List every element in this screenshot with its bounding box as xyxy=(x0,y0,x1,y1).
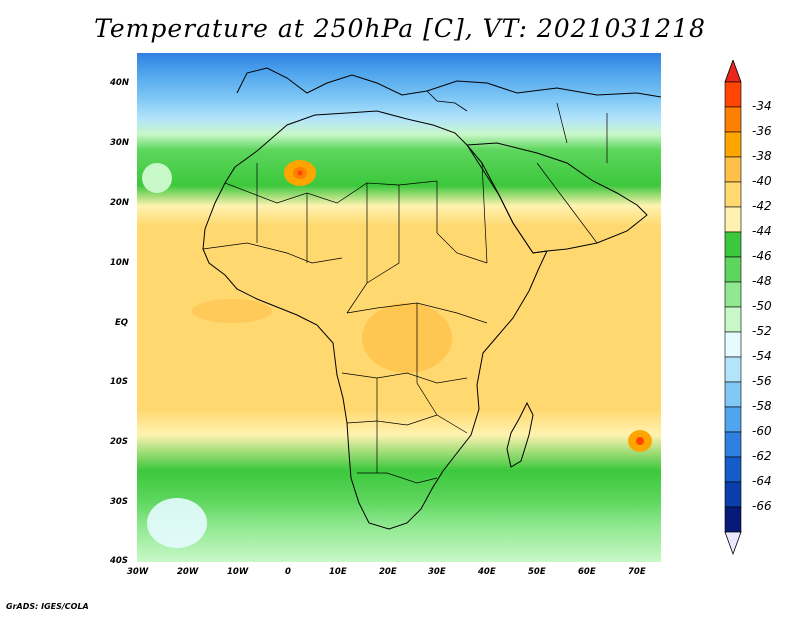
lat-label: 40N xyxy=(110,78,129,88)
lat-label: 20N xyxy=(110,198,129,208)
colorbar-cell xyxy=(724,381,742,408)
colorbar-label: -58 xyxy=(752,399,772,413)
colorbar-label: -48 xyxy=(752,274,772,288)
colorbar-cell xyxy=(724,181,742,208)
colorbar-top-arrow xyxy=(724,60,742,83)
colorbar-label: -56 xyxy=(752,374,772,388)
colorbar-label: -36 xyxy=(752,124,772,138)
lat-label: 10N xyxy=(110,258,129,268)
colorbar-label: -66 xyxy=(752,499,772,513)
colorbar-label: -34 xyxy=(752,99,772,113)
colorbar-label: -64 xyxy=(752,474,772,488)
colorbar-cell xyxy=(724,206,742,233)
arabian-peninsula xyxy=(466,142,648,254)
colorbar-cell xyxy=(724,256,742,283)
lat-label: 10S xyxy=(110,377,128,387)
colorbar-cell xyxy=(724,231,742,258)
colorbar-cell xyxy=(724,281,742,308)
colorbar-label: -46 xyxy=(752,249,772,263)
map-title: Temperature at 250hPa [C], VT: 202103121… xyxy=(94,14,706,43)
colorbar-cell xyxy=(724,481,742,508)
colorbar-label: -40 xyxy=(752,174,772,188)
europe-coast xyxy=(236,67,661,98)
colorbar-cell xyxy=(724,106,742,133)
lon-label: 0 xyxy=(285,567,291,577)
colorbar-label: -44 xyxy=(752,224,772,238)
lon-label: 20W xyxy=(177,567,199,577)
lon-label: 30E xyxy=(428,567,446,577)
lat-label: 40S xyxy=(110,556,128,566)
lon-label: 70E xyxy=(628,567,646,577)
colorbar-cell xyxy=(724,431,742,458)
colorbar xyxy=(724,60,742,556)
lat-label: 30N xyxy=(110,138,129,148)
colorbar-cell xyxy=(724,131,742,158)
coastline xyxy=(202,110,548,530)
colorbar-cell xyxy=(724,406,742,433)
colorbar-cell xyxy=(724,81,742,108)
lat-label: 30S xyxy=(110,497,128,507)
colorbar-label: -52 xyxy=(752,324,772,338)
lat-label: 20S xyxy=(110,437,128,447)
colorbar-cell xyxy=(724,356,742,383)
colorbar-label: -38 xyxy=(752,149,772,163)
lon-label: 60E xyxy=(578,567,596,577)
colorbar-cell xyxy=(724,156,742,183)
credit-text: GrADS: IGES/COLA xyxy=(6,602,89,611)
lon-label: 10W xyxy=(227,567,249,577)
madagascar xyxy=(506,401,534,468)
lon-label: 20E xyxy=(379,567,397,577)
colorbar-cell xyxy=(724,331,742,358)
temperature-map xyxy=(137,53,661,562)
colorbar-cell xyxy=(724,306,742,333)
colorbar-label: -62 xyxy=(752,449,772,463)
colorbar-bottom-arrow xyxy=(724,531,742,556)
lon-label: 30W xyxy=(127,567,149,577)
lon-label: 10E xyxy=(329,567,347,577)
colorbar-cell xyxy=(724,456,742,483)
colorbar-label: -42 xyxy=(752,199,772,213)
colorbar-cell xyxy=(724,506,742,533)
colorbar-label: -50 xyxy=(752,299,772,313)
lon-label: 40E xyxy=(478,567,496,577)
lon-label: 50E xyxy=(528,567,546,577)
colorbar-label: -60 xyxy=(752,424,772,438)
lat-label: EQ xyxy=(115,318,129,328)
colorbar-label: -54 xyxy=(752,349,772,363)
